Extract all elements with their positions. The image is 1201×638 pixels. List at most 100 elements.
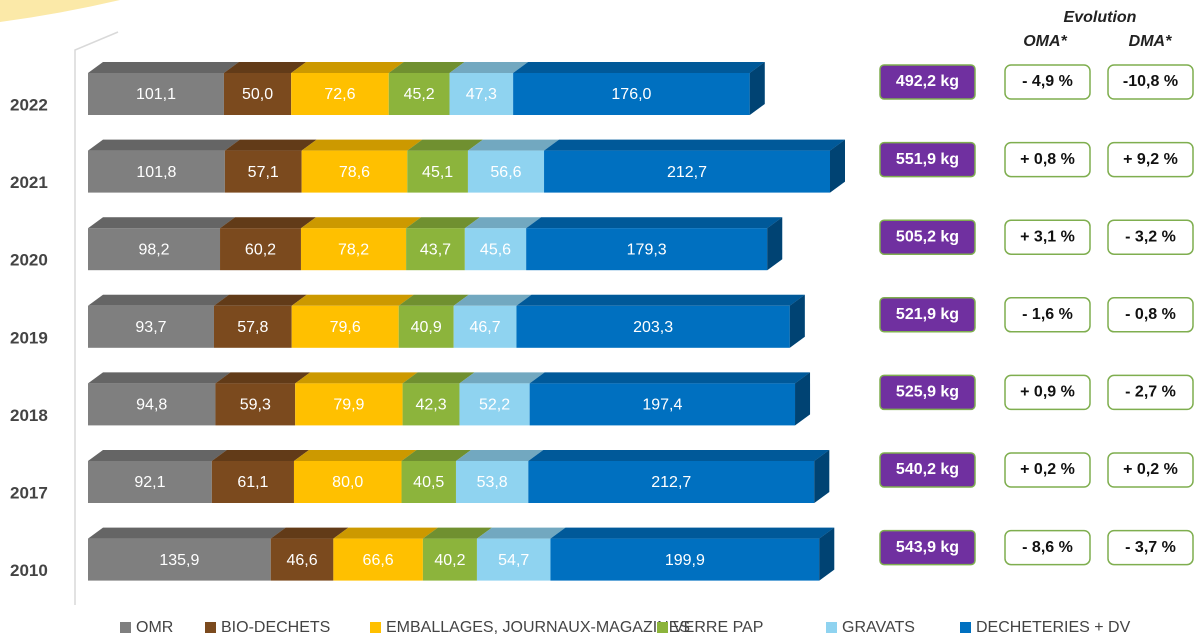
- legend-label: EMBALLAGES, JOURNAUX-MAGAZINES: [386, 619, 690, 636]
- bar: [88, 73, 224, 115]
- bar: [301, 150, 408, 193]
- bar: [211, 461, 294, 503]
- data-label: 72,6: [324, 86, 355, 103]
- legend-swatch: [120, 622, 131, 633]
- evolution-box: [1107, 374, 1194, 411]
- bar-top-shade: [526, 217, 783, 229]
- total-label: 551,9 kg: [896, 151, 959, 168]
- bar-side: [789, 294, 805, 348]
- total-label: 505,2 kg: [896, 228, 959, 245]
- evolution-header: OMA*: [1023, 33, 1067, 50]
- data-label: 50,0: [242, 86, 273, 103]
- bar-top-shade: [453, 294, 532, 306]
- data-label: 197,4: [642, 397, 682, 414]
- bar: [224, 150, 302, 193]
- total-label: 540,2 kg: [896, 461, 959, 478]
- data-label: 212,7: [651, 474, 691, 491]
- bar-top-shade: [544, 139, 845, 151]
- bar-top-shade: [455, 450, 544, 461]
- bar-top: [301, 139, 423, 151]
- bar-top: [213, 294, 307, 306]
- y-tick-label: 2020: [10, 251, 48, 270]
- bar-top: [293, 450, 417, 461]
- bar-top-shade: [407, 139, 483, 151]
- bar: [453, 305, 517, 348]
- evolution-label: - 3,7 %: [1125, 539, 1176, 556]
- bar-top: [406, 217, 480, 229]
- bar-top-shade: [476, 527, 566, 539]
- data-label: 79,6: [330, 319, 361, 336]
- bar-top: [516, 294, 805, 306]
- data-label: 78,6: [339, 164, 370, 181]
- bar-top: [513, 62, 765, 73]
- bar-side-shade: [830, 139, 845, 193]
- bar-top-shade: [528, 450, 830, 461]
- data-label: 42,3: [415, 397, 446, 414]
- evolution-box: [1107, 64, 1194, 100]
- data-label: 46,6: [286, 552, 317, 569]
- bar-top: [455, 450, 544, 461]
- legend-label: DECHETERIES + DV: [976, 619, 1131, 636]
- evolution-label: + 0,2 %: [1123, 461, 1178, 478]
- data-label: 45,1: [422, 164, 453, 181]
- bar-top-shade: [516, 294, 805, 306]
- data-label: 57,1: [248, 164, 279, 181]
- evolution-label: - 3,2 %: [1125, 228, 1176, 245]
- bar: [333, 538, 423, 581]
- bar-side: [795, 372, 811, 426]
- evolution-box: [1107, 219, 1194, 255]
- bar-top: [223, 62, 307, 73]
- bar-top: [333, 527, 438, 539]
- bar-top-shade: [88, 527, 286, 539]
- bar-top-shade: [513, 62, 765, 73]
- y-tick-label: 2022: [10, 95, 48, 114]
- bar: [544, 150, 830, 193]
- evolution-box: [1107, 141, 1194, 178]
- legend-label: GRAVATS: [842, 619, 915, 636]
- evolution-box: [1004, 374, 1091, 411]
- bar-top-shade: [220, 217, 316, 229]
- bar-side-shade: [789, 294, 805, 348]
- total-label: 543,9 kg: [896, 539, 959, 556]
- bar: [407, 150, 468, 193]
- bar-top: [467, 139, 560, 151]
- bar-top-shade: [467, 139, 560, 151]
- evolution-label: + 9,2 %: [1123, 151, 1178, 168]
- data-label: 60,2: [245, 241, 276, 258]
- legend-label: BIO-DECHETS: [221, 619, 330, 636]
- data-label: 101,1: [136, 86, 176, 103]
- legend-swatch: [370, 622, 381, 633]
- bar-side: [814, 450, 830, 503]
- bar-side: [749, 62, 765, 115]
- y-tick-label: 2018: [10, 406, 48, 425]
- bar: [422, 538, 477, 581]
- bar-top-shade: [291, 294, 414, 306]
- bar: [213, 305, 292, 348]
- bar-top: [464, 217, 542, 229]
- bar-top: [88, 372, 231, 384]
- bar: [526, 228, 768, 271]
- bar: [291, 305, 399, 348]
- bar-top: [550, 527, 835, 539]
- bar-top: [88, 294, 229, 306]
- bar: [516, 305, 790, 348]
- bar: [300, 228, 407, 271]
- bar-top: [526, 217, 783, 229]
- total-box: [879, 452, 976, 488]
- bar: [88, 461, 212, 503]
- bar-top: [220, 217, 316, 229]
- evolution-header: DMA*: [1129, 33, 1172, 50]
- bar-side-shade: [819, 527, 835, 581]
- bar-top: [270, 527, 349, 539]
- bar: [88, 383, 216, 426]
- bar: [455, 461, 529, 503]
- data-label: 94,8: [136, 397, 167, 414]
- bar: [223, 73, 292, 115]
- evolution-label: - 0,8 %: [1125, 306, 1176, 323]
- bar-top: [88, 139, 240, 151]
- bar-top-shade: [464, 217, 542, 229]
- bar: [220, 228, 301, 271]
- bar-top: [476, 527, 566, 539]
- legend-swatch: [657, 622, 668, 633]
- evolution-box: [1004, 64, 1091, 100]
